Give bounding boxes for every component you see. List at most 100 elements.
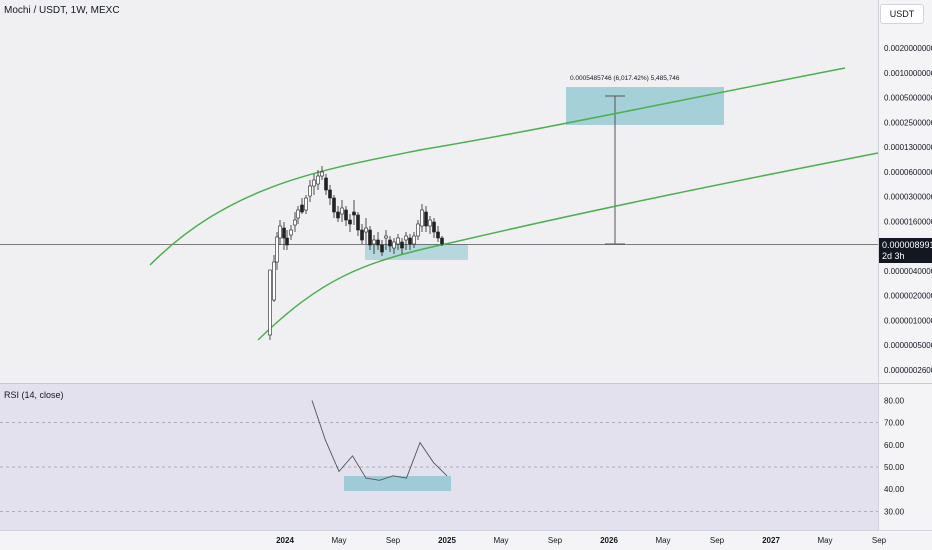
price-tick-label: 0.0000160000 (884, 217, 932, 226)
channel-lower-line[interactable] (257, 152, 879, 341)
time-tick-label: May (331, 536, 346, 545)
candle-body (372, 239, 376, 245)
candle-body (384, 235, 388, 239)
rsi-tick-label: 80.00 (884, 396, 905, 405)
candle-body (416, 223, 420, 237)
candle-body (272, 261, 276, 301)
candle-body (285, 237, 289, 246)
time-tick-label: 2025 (438, 536, 456, 545)
candle-body (348, 219, 352, 225)
candle-body (340, 207, 344, 215)
candle-body (308, 185, 312, 197)
support-box[interactable] (365, 244, 468, 260)
rsi-label: RSI (14, close) (4, 390, 64, 400)
candle-body (396, 237, 400, 245)
measure-label: 0.0005485746 (6,017.42%) 5,485,746 (570, 75, 680, 82)
currency-button[interactable]: USDT (880, 4, 924, 24)
price-tick-label: 0.0000005000 (884, 341, 932, 350)
rsi-tick-label: 60.00 (884, 441, 905, 450)
candle-body (364, 227, 368, 233)
candle-body (392, 241, 396, 249)
time-tick-label: Sep (548, 536, 563, 545)
rsi-tick-label: 70.00 (884, 419, 905, 428)
price-tick-label: 0.0002500000 (884, 118, 932, 127)
candle-body (412, 235, 416, 245)
rsi-axis-labels: 80.00 70.00 60.00 50.00 40.00 30.00 (884, 396, 905, 516)
candle-body (316, 175, 320, 185)
candle-body (328, 189, 332, 199)
candle-body (336, 211, 340, 219)
price-tick-label: 0.0005000000 (884, 94, 932, 103)
channel-upper-line[interactable] (149, 67, 846, 266)
time-axis-labels: 2024 May Sep 2025 May Sep 2026 May Sep 2027 May Sep (276, 536, 887, 545)
candle-body (440, 237, 444, 245)
price-tick-label: 0.0000300000 (884, 193, 932, 202)
price-tick-label: 0.0000600000 (884, 168, 932, 177)
price-tick-label: 0.0020000000 (884, 44, 932, 53)
candle-body (293, 219, 297, 226)
candle-body (300, 204, 304, 213)
time-tick-label: May (655, 536, 670, 545)
candle-body (432, 221, 436, 233)
time-tick-label: 2027 (762, 536, 780, 545)
candle-body (400, 241, 404, 249)
candle-body (428, 219, 432, 227)
measure-tool[interactable] (605, 95, 625, 245)
time-tick-label: Sep (710, 536, 725, 545)
price-tick-label: 0.0010000000 (884, 69, 932, 78)
candle-body (388, 239, 392, 247)
candle-body (368, 229, 372, 246)
candle-body (356, 214, 360, 231)
last-price-tag: 0.0000089919 2d 3h (879, 238, 932, 263)
candle-body (312, 179, 316, 187)
rsi-tick-label: 30.00 (884, 507, 905, 516)
candle-body (360, 229, 364, 241)
time-tick-label: May (817, 536, 832, 545)
last-price-value: 0.0000089919 (882, 240, 932, 250)
time-axis-bg[interactable] (0, 530, 932, 550)
candle-body (282, 227, 286, 239)
countdown: 2d 3h (882, 251, 905, 261)
candle-body (304, 197, 308, 211)
time-tick-label: Sep (386, 536, 401, 545)
candle-body (352, 211, 356, 216)
candle-body (380, 244, 384, 253)
time-tick-label: May (493, 536, 508, 545)
candle-body (320, 171, 324, 177)
rsi-pane-bg (0, 384, 878, 530)
candle-body (420, 209, 424, 227)
price-tick-label: 0.0001300000 (884, 143, 932, 152)
rsi-tick-label: 50.00 (884, 463, 905, 472)
candle-body (436, 231, 440, 239)
price-axis-labels: 0.0020000000 0.0010000000 0.0005000000 0.00… (884, 44, 932, 375)
candle-body (424, 211, 428, 227)
rsi-highlight-box[interactable] (344, 476, 451, 491)
time-tick-label: 2026 (600, 536, 618, 545)
price-tick-label: 0.0000010000 (884, 316, 932, 325)
time-tick-label: 2024 (276, 536, 294, 545)
candle-body (376, 239, 380, 246)
price-tick-label: 0.0000040000 (884, 267, 932, 276)
target-box[interactable] (566, 87, 724, 125)
price-tick-label: 0.0000002600 (884, 366, 932, 375)
candle-body (289, 229, 293, 236)
candle-body (296, 209, 300, 219)
rsi-tick-label: 40.00 (884, 485, 905, 494)
candle-body (408, 237, 412, 245)
candlestick-series (268, 166, 444, 340)
time-tick-label: Sep (872, 536, 887, 545)
price-axis-bg[interactable] (878, 0, 932, 530)
candle-body (268, 269, 272, 336)
candle-body (404, 235, 408, 241)
rsi-line[interactable] (311, 400, 448, 481)
candle-body (344, 209, 348, 221)
price-tick-label: 0.0000020000 (884, 292, 932, 301)
candle-body (332, 197, 336, 213)
candle-body (278, 225, 282, 239)
main-pane-bg (0, 0, 878, 383)
candle-body (324, 177, 328, 191)
chart-title: Mochi / USDT, 1W, MEXC (4, 5, 120, 16)
candle-body (275, 236, 279, 263)
rsi-bands (0, 422, 878, 512)
